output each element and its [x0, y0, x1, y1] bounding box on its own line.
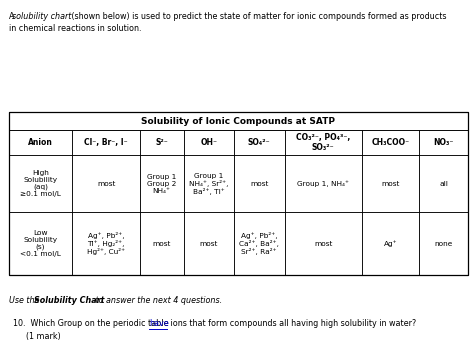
Text: solubility chart: solubility chart: [12, 12, 71, 21]
Text: Group 1, NH₄⁺: Group 1, NH₄⁺: [297, 181, 349, 187]
Bar: [419, 155, 468, 212]
Bar: [284, 155, 362, 212]
Text: S²⁻: S²⁻: [155, 138, 168, 147]
Text: Solubility Chart: Solubility Chart: [34, 296, 105, 305]
Bar: [234, 155, 284, 212]
Bar: [234, 212, 284, 275]
Bar: [183, 130, 234, 155]
Bar: [9, 155, 73, 212]
Bar: [234, 130, 284, 155]
Text: Use the: Use the: [9, 296, 42, 305]
Bar: [362, 130, 419, 155]
Bar: [140, 130, 183, 155]
Text: none: none: [435, 241, 453, 247]
Text: most: most: [314, 241, 332, 247]
Text: Low
Solubility
(s)
<0.1 mol/L: Low Solubility (s) <0.1 mol/L: [20, 230, 61, 257]
Text: Group 1
NH₄⁺, Sr²⁺,
Ba²⁺, Tl⁺: Group 1 NH₄⁺, Sr²⁺, Ba²⁺, Tl⁺: [189, 173, 228, 195]
Text: have: have: [149, 319, 169, 328]
Text: Ag⁺, Pb²⁺,
Tl⁺, Hg₂²⁺,
Hg²⁺, Cu²⁺: Ag⁺, Pb²⁺, Tl⁺, Hg₂²⁺, Hg²⁺, Cu²⁺: [87, 232, 125, 255]
Bar: [9, 112, 468, 275]
Text: 10.  Which Group on the periodic table: 10. Which Group on the periodic table: [13, 319, 171, 328]
Bar: [362, 155, 419, 212]
Text: High
Solubility
(aq)
≥0.1 mol/L: High Solubility (aq) ≥0.1 mol/L: [20, 171, 61, 197]
Text: NO₃⁻: NO₃⁻: [434, 138, 454, 147]
Text: ions that form compounds all having high solubility in water?: ions that form compounds all having high…: [168, 319, 417, 328]
Text: Group 1
Group 2
NH₄⁺: Group 1 Group 2 NH₄⁺: [147, 174, 176, 193]
Bar: [140, 212, 183, 275]
Text: most: most: [97, 181, 115, 187]
Bar: [140, 155, 183, 212]
Bar: [284, 212, 362, 275]
Text: Ag⁺, Pb²⁺,
Ca²⁺, Ba²⁺,
Sr²⁺, Ra²⁺: Ag⁺, Pb²⁺, Ca²⁺, Ba²⁺, Sr²⁺, Ra²⁺: [239, 232, 279, 255]
Text: most: most: [200, 241, 218, 247]
Bar: [183, 212, 234, 275]
Bar: [9, 212, 73, 275]
Text: (shown below) is used to predict the state of matter for ionic compounds formed : (shown below) is used to predict the sta…: [69, 12, 446, 21]
Bar: [183, 155, 234, 212]
Text: to answer the next 4 questions.: to answer the next 4 questions.: [93, 296, 222, 305]
Bar: [419, 130, 468, 155]
Text: CH₃COO⁻: CH₃COO⁻: [372, 138, 410, 147]
Bar: [362, 212, 419, 275]
Bar: [419, 212, 468, 275]
Bar: [73, 212, 140, 275]
Text: SO₄²⁻: SO₄²⁻: [248, 138, 271, 147]
Bar: [9, 130, 73, 155]
Text: Ag⁺: Ag⁺: [384, 240, 397, 247]
Text: A: A: [9, 12, 17, 21]
Bar: [73, 155, 140, 212]
Text: most: most: [153, 241, 171, 247]
Bar: [73, 130, 140, 155]
Text: CO₃²⁻, PO₄³⁻,
SO₃²⁻: CO₃²⁻, PO₄³⁻, SO₃²⁻: [296, 133, 350, 152]
Text: Anion: Anion: [28, 138, 53, 147]
Text: most: most: [382, 181, 400, 187]
Text: most: most: [250, 181, 268, 187]
Bar: [284, 130, 362, 155]
Text: Solubility of Ionic Compounds at SATP: Solubility of Ionic Compounds at SATP: [141, 116, 336, 126]
Bar: [9, 112, 468, 130]
Text: in chemical reactions in solution.: in chemical reactions in solution.: [9, 24, 141, 33]
Text: Cl⁻, Br⁻, I⁻: Cl⁻, Br⁻, I⁻: [84, 138, 128, 147]
Text: all: all: [439, 181, 448, 187]
Text: OH⁻: OH⁻: [201, 138, 217, 147]
Text: (1 mark): (1 mark): [26, 332, 61, 341]
